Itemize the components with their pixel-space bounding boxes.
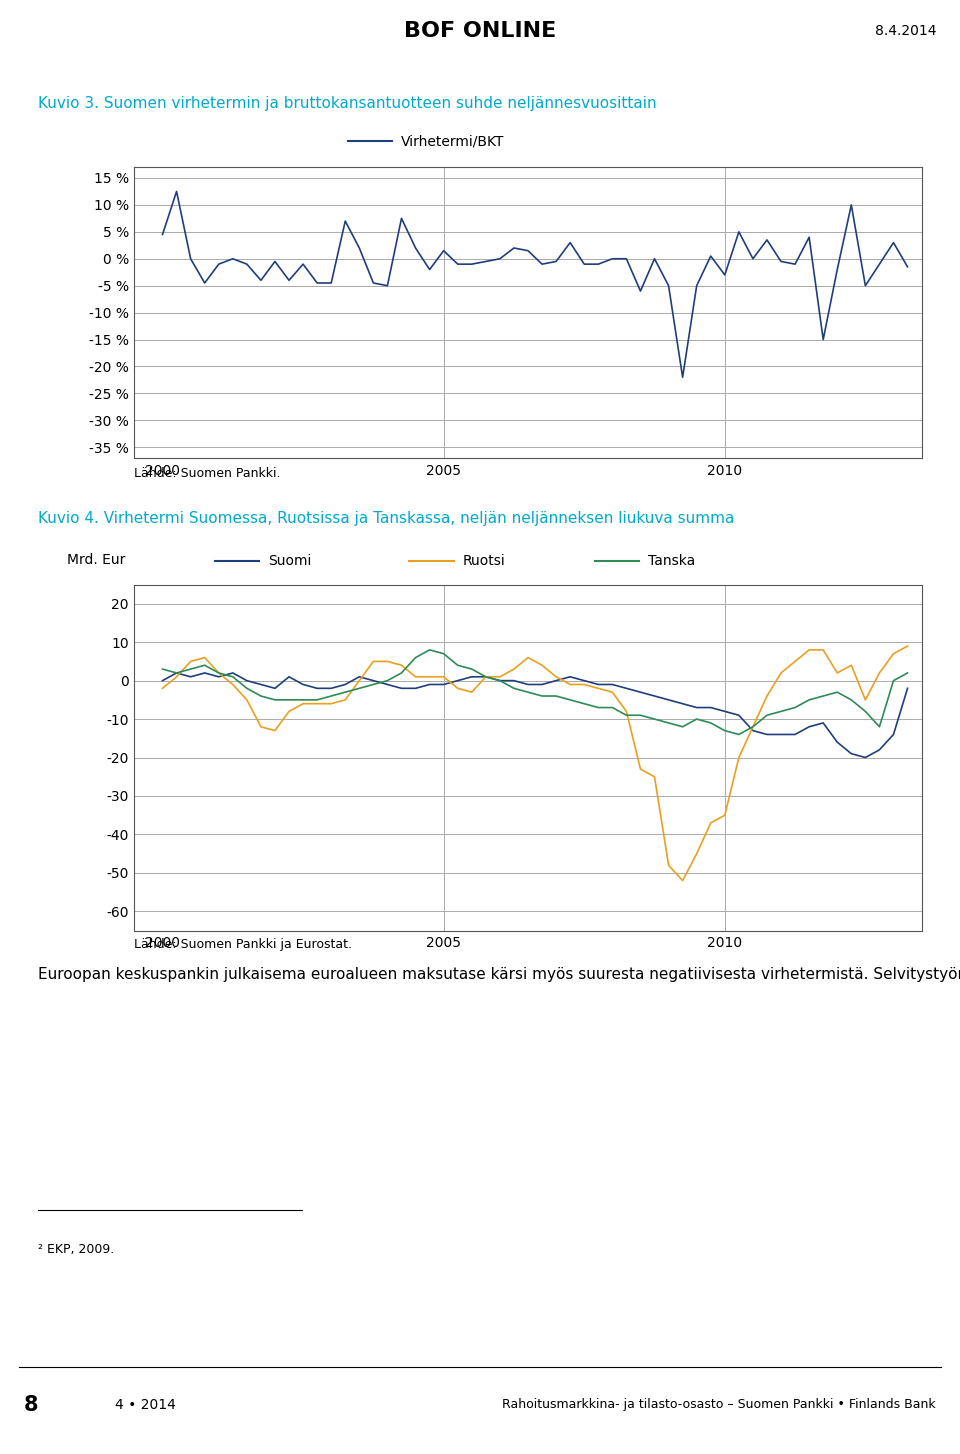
Text: Kuvio 3. Suomen virhetermin ja bruttokansantuotteen suhde neljännesvuosittain: Kuvio 3. Suomen virhetermin ja bruttokan…: [38, 96, 657, 112]
Text: Tanska: Tanska: [648, 554, 695, 569]
Text: Lähde: Suomen Pankki ja Eurostat.: Lähde: Suomen Pankki ja Eurostat.: [134, 938, 352, 951]
Text: 8.4.2014: 8.4.2014: [875, 23, 936, 38]
Text: Mrd. Eur: Mrd. Eur: [67, 553, 126, 567]
Text: Lähde: Suomen Pankki.: Lähde: Suomen Pankki.: [134, 467, 281, 480]
Text: Rahoitusmarkkina- ja tilasto-osasto – Suomen Pankki • Finlands Bank: Rahoitusmarkkina- ja tilasto-osasto – Su…: [502, 1399, 936, 1412]
Text: 8: 8: [24, 1394, 38, 1415]
Text: Virhetermi/BKT: Virhetermi/BKT: [400, 134, 504, 148]
Text: BOF ONLINE: BOF ONLINE: [404, 20, 556, 41]
Text: Euroopan keskuspankin julkaisema euroalueen maksutase kärsi myös suuresta negati: Euroopan keskuspankin julkaisema euroalu…: [38, 967, 960, 981]
Text: Ruotsi: Ruotsi: [463, 554, 505, 569]
Text: Kuvio 4. Virhetermi Suomessa, Ruotsissa ja Tanskassa, neljän neljänneksen liukuv: Kuvio 4. Virhetermi Suomessa, Ruotsissa …: [38, 510, 734, 526]
Text: Suomi: Suomi: [268, 554, 311, 569]
Text: ² EKP, 2009.: ² EKP, 2009.: [38, 1243, 114, 1256]
Text: 4 • 2014: 4 • 2014: [115, 1397, 176, 1412]
